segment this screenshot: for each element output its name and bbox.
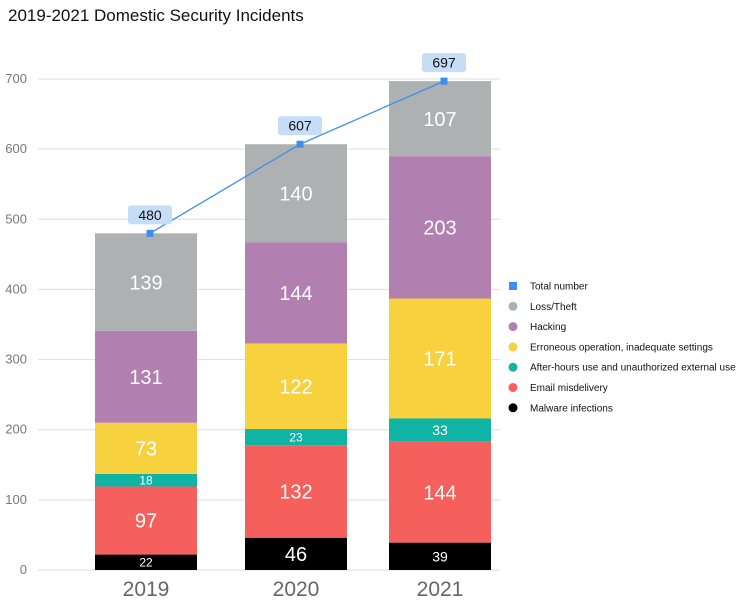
data-label: 122 (279, 376, 312, 398)
total-label: 607 (288, 118, 312, 134)
bar-segment (389, 81, 491, 157)
legend-marker (508, 322, 518, 332)
bar-segment (389, 156, 491, 299)
bar-segment (245, 537, 347, 570)
total-label-bg (422, 53, 466, 73)
data-label: 22 (139, 556, 153, 570)
data-label: 144 (279, 283, 312, 305)
data-label: 46 (285, 544, 307, 566)
bar-segment (95, 554, 197, 570)
bar-segment (95, 330, 197, 423)
total-line: 480 607 697 (128, 53, 466, 237)
bar-segment (95, 473, 197, 487)
bar-segment (389, 418, 491, 442)
y-tick-label: 300 (5, 352, 27, 367)
y-tick-label: 200 (5, 422, 27, 437)
data-label: 97 (135, 511, 157, 533)
total-label-bg (278, 116, 322, 136)
data-label: 73 (135, 439, 157, 461)
x-tick-label: 2019 (123, 578, 170, 601)
bar-segment (245, 144, 347, 243)
total-label: 697 (432, 55, 456, 71)
x-tick-label: 2021 (417, 578, 464, 601)
y-tick-label: 500 (5, 211, 27, 226)
legend-marker (508, 342, 518, 352)
bar-segment (389, 298, 491, 419)
bar-segment (245, 429, 347, 446)
legend-entry: After-hours use and unauthorized externa… (530, 363, 736, 374)
legend-entry: Hacking (530, 322, 566, 333)
data-label: 140 (279, 184, 312, 206)
total-point (440, 77, 448, 85)
x-tick-label: 2020 (273, 578, 320, 601)
total-label-bg (128, 205, 172, 225)
y-tick-label: 600 (5, 141, 27, 156)
bars: 22 97 18 73 131 139 46 132 23 122 144 140 39 144 33 171… (95, 81, 491, 570)
y-tick-label: 100 (5, 492, 27, 507)
legend-entry: Email misdelivery (530, 383, 608, 394)
bar-segment (95, 422, 197, 474)
data-label: 23 (289, 430, 303, 444)
bar-segment (245, 242, 347, 344)
legend-entry: Malware infections (530, 403, 613, 414)
y-axis: 0 100 200 300 400 500 600 700 (5, 71, 27, 577)
bar-segment (389, 441, 491, 543)
data-label: 131 (129, 367, 162, 389)
total-label: 480 (138, 207, 162, 223)
data-label: 139 (129, 272, 162, 294)
data-label: 39 (432, 548, 448, 564)
bar-segment (95, 486, 197, 555)
legend-entry: Erroneous operation, inadequate settings (530, 342, 713, 353)
data-label: 33 (432, 422, 448, 438)
legend-marker (509, 282, 517, 290)
bar-segment (245, 445, 347, 538)
y-tick-label: 400 (5, 281, 27, 296)
legend-entry: Loss/Theft (530, 302, 577, 313)
data-label: 203 (423, 218, 456, 240)
legend-marker (508, 383, 518, 392)
y-tick-label: 700 (5, 71, 27, 86)
total-point (296, 140, 304, 148)
data-label: 132 (279, 482, 312, 504)
legend: Total number Loss/Theft Hacking Erroneous o… (508, 282, 736, 414)
data-label: 171 (423, 349, 456, 371)
data-label: 18 (139, 474, 153, 488)
chart-title: 2019-2021 Domestic Security Incidents (8, 6, 304, 25)
legend-marker (508, 301, 518, 311)
bar-segment (245, 343, 347, 430)
legend-marker (508, 403, 518, 413)
y-tick-label: 0 (20, 562, 27, 577)
legend-entry: Total number (530, 282, 588, 293)
bar-segment (95, 233, 197, 331)
data-label: 107 (423, 109, 456, 131)
total-point (146, 229, 154, 237)
bar-segment (389, 542, 491, 570)
legend-marker (508, 362, 518, 372)
x-axis: 2019 2020 2021 (123, 578, 464, 601)
data-label: 144 (423, 482, 456, 504)
